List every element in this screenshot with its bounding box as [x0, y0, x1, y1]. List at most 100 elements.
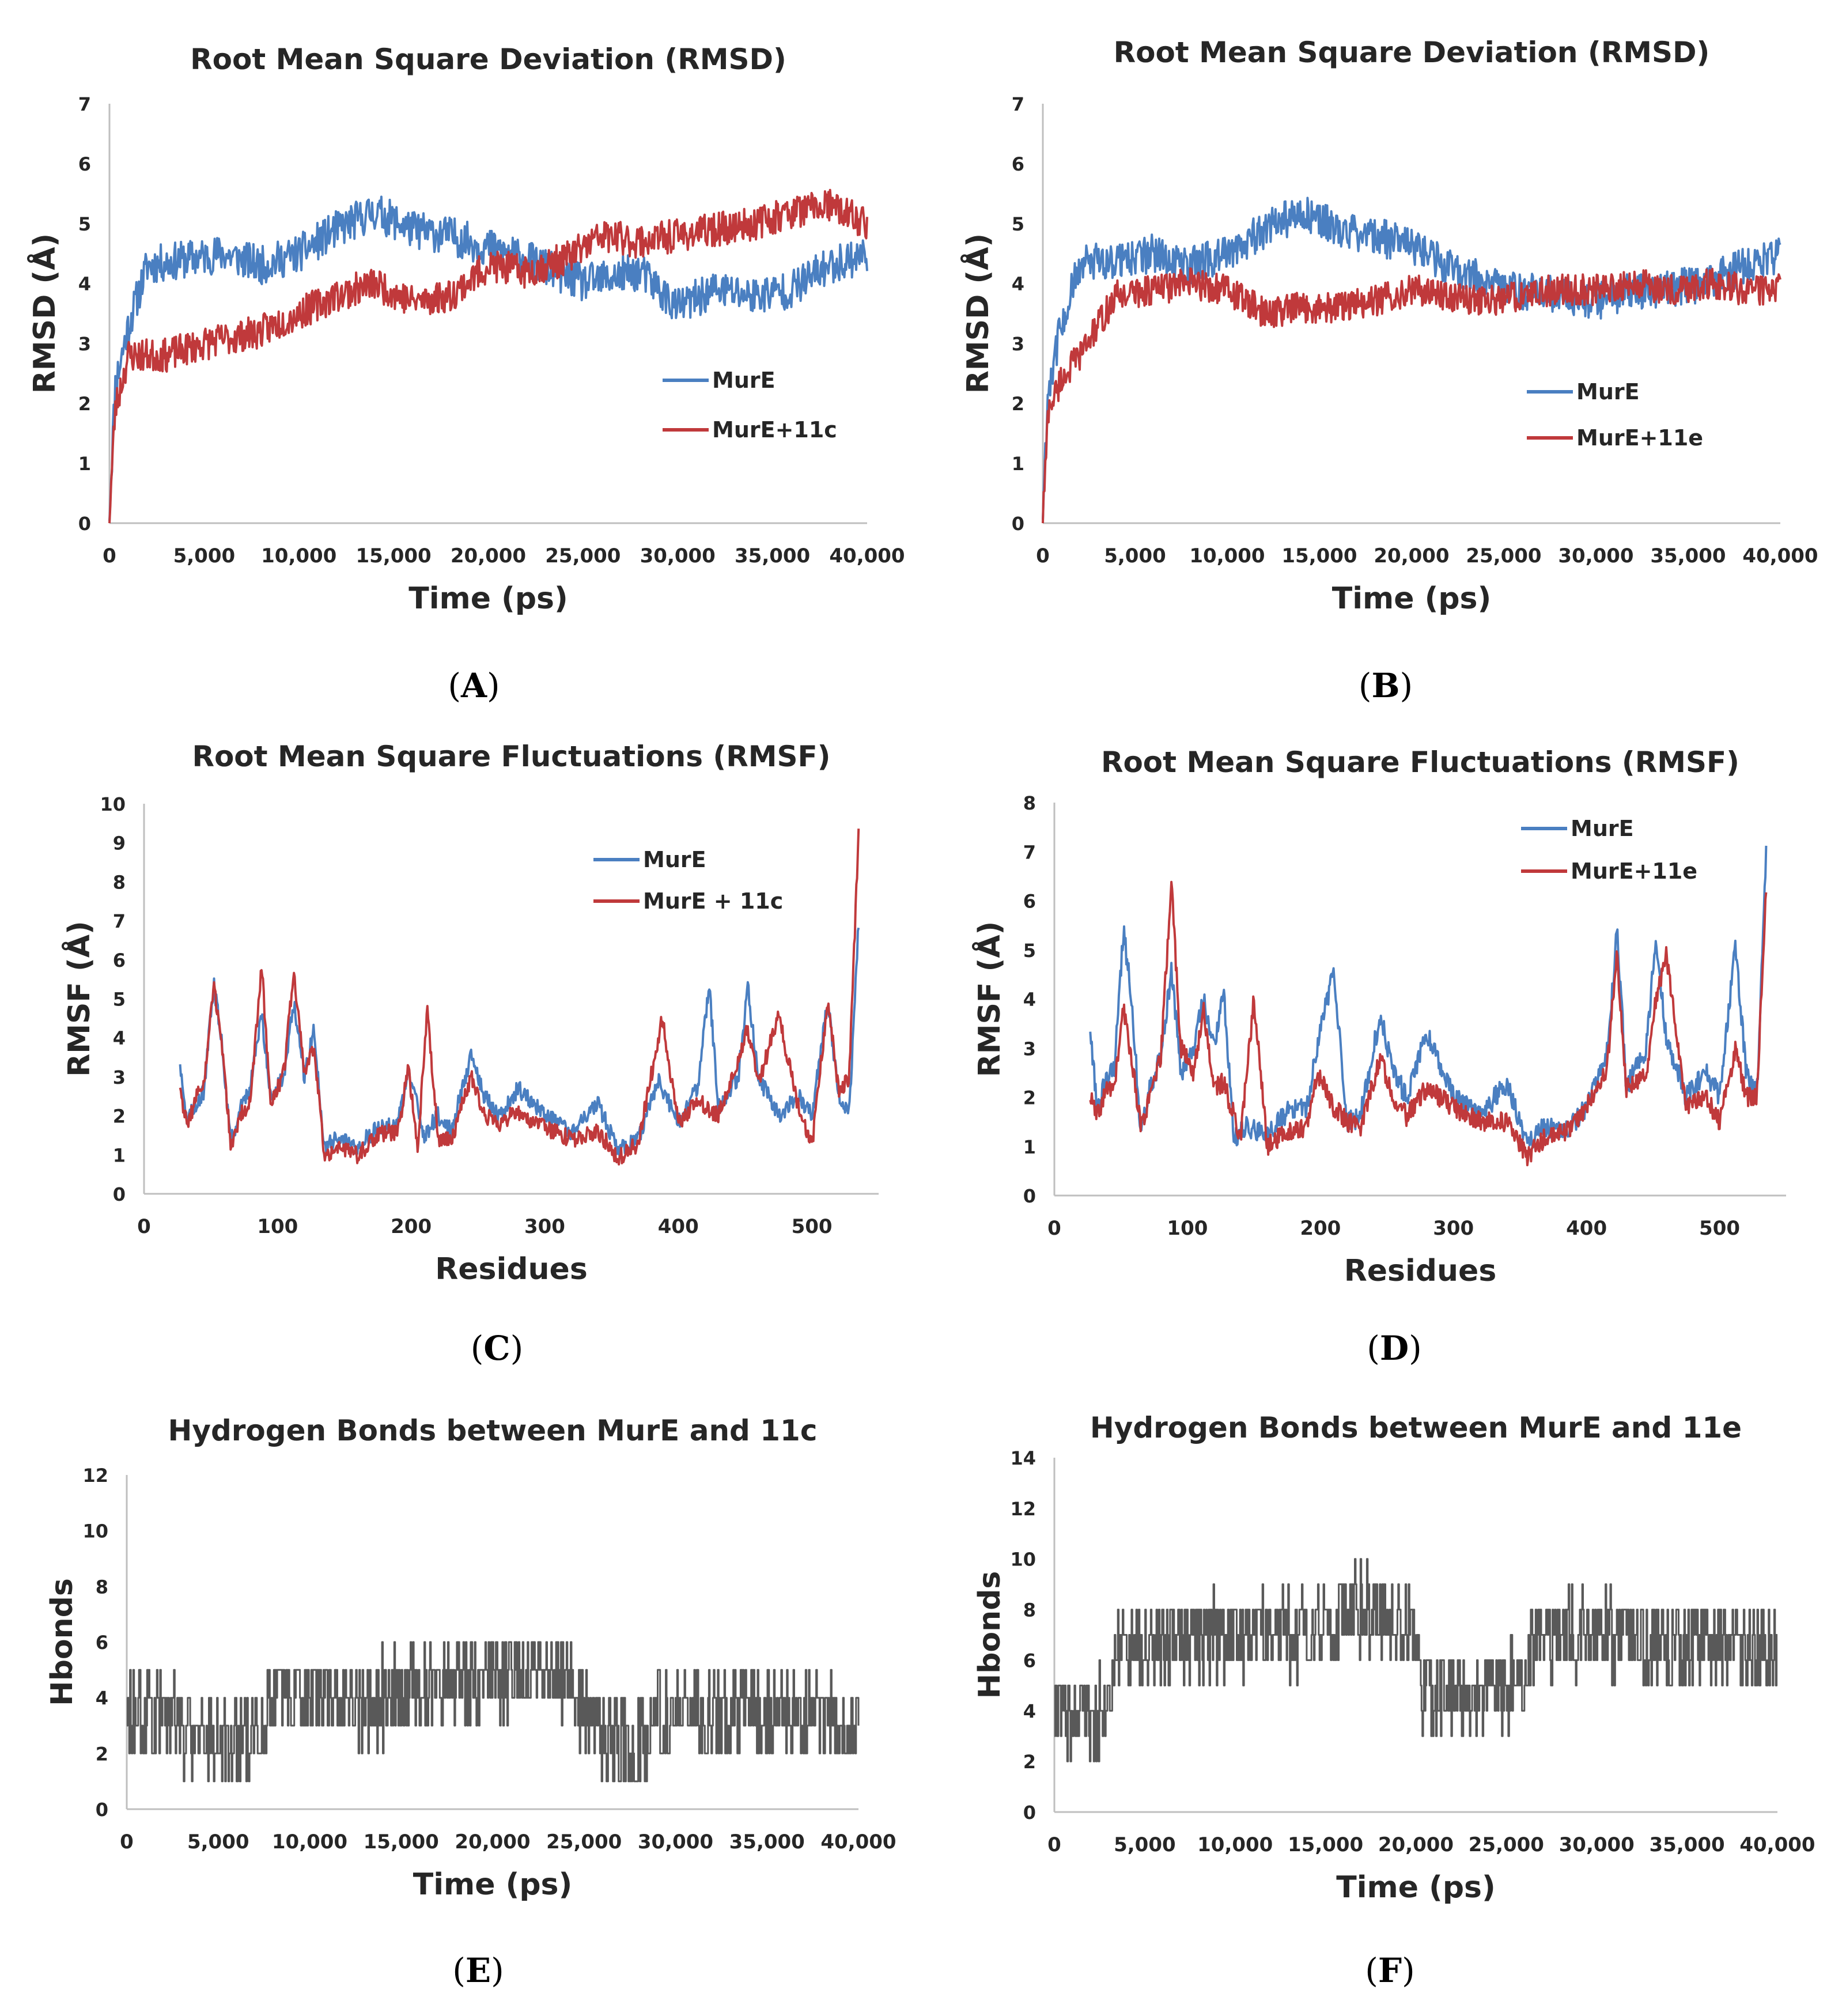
x-tick-label: 15,000 — [1288, 1833, 1363, 1856]
legend-label: MurE+11e — [1571, 858, 1697, 884]
x-tick-label: 5,000 — [187, 1830, 249, 1854]
y-tick-label: 6 — [1023, 891, 1036, 913]
x-tick-label: 40,000 — [820, 1830, 896, 1854]
x-tick-label: 35,000 — [735, 544, 810, 568]
y-tick-label: 3 — [1012, 333, 1024, 355]
chart-a: Root Mean Square Deviation (RMSD) 0 1 2 3 4 5 6… — [27, 43, 905, 705]
x-tick-label: 0 — [1047, 1217, 1061, 1240]
y-tick-label: 1 — [1012, 453, 1024, 475]
x-tick-label: 35,000 — [1650, 1833, 1725, 1856]
panel-caption: (E) — [452, 1951, 504, 1990]
panel-caption: (F) — [1365, 1951, 1414, 1990]
x-tick-label: 40,000 — [1742, 544, 1818, 568]
x-axis-label: Residues — [435, 1252, 588, 1287]
y-tick-label: 0 — [113, 1183, 126, 1205]
x-tick-label: 15,000 — [356, 544, 432, 568]
y-tick-label: 12 — [1010, 1498, 1036, 1520]
y-tick-label: 5 — [1012, 213, 1024, 235]
x-tick-label: 500 — [792, 1215, 833, 1238]
y-tick-label: 6 — [113, 950, 126, 971]
y-tick-label: 5 — [78, 213, 91, 235]
x-tick-label: 15,000 — [1281, 544, 1357, 568]
series-line-hbonds — [126, 1641, 860, 1783]
chart-c: Root Mean Square Fluctuations (RMSF) 0 1 2 3… — [62, 740, 879, 1368]
x-tick-label: 20,000 — [451, 544, 526, 568]
x-tick-label: 10,000 — [261, 544, 336, 568]
y-tick-label: 14 — [1010, 1447, 1036, 1469]
y-tick-label: 4 — [113, 1027, 126, 1049]
legend-label: MurE + 11c — [643, 888, 783, 914]
y-tick-label: 0 — [1012, 513, 1024, 535]
x-tick-label: 15,000 — [364, 1830, 439, 1854]
y-tick-label: 1 — [113, 1144, 126, 1166]
y-tick-label: 3 — [113, 1066, 126, 1088]
x-tick-label: 25,000 — [545, 544, 621, 568]
x-tick-label: 400 — [658, 1215, 699, 1238]
chart-title: Root Mean Square Deviation (RMSD) — [1114, 36, 1710, 69]
y-tick-label: 5 — [113, 989, 126, 1011]
x-tick-label: 300 — [524, 1215, 565, 1238]
x-tick-label: 40,000 — [1739, 1833, 1815, 1856]
y-tick-label: 5 — [1023, 940, 1036, 962]
panel-caption: (B) — [1359, 666, 1413, 705]
x-tick-label: 0 — [1036, 544, 1050, 568]
chart-title: Root Mean Square Fluctuations (RMSF) — [192, 740, 830, 773]
y-tick-label: 8 — [113, 871, 126, 893]
x-tick-label: 10,000 — [1189, 544, 1265, 568]
x-tick-label: 500 — [1699, 1217, 1740, 1240]
x-tick-label: 25,000 — [546, 1830, 622, 1854]
x-tick-label: 200 — [1300, 1217, 1341, 1240]
y-tick-label: 8 — [96, 1576, 108, 1598]
legend-label: MurE — [712, 368, 776, 393]
y-tick-label: 0 — [78, 513, 91, 535]
chart-f: Hydrogen Bonds between MurE and 11e 0 2 4 6 8… — [973, 1411, 1815, 1990]
y-tick-label: 0 — [96, 1799, 108, 1821]
y-axis-label: Hbonds — [973, 1571, 1007, 1699]
x-axis-label: Residues — [1344, 1254, 1497, 1288]
y-axis-label: RMSF (Å) — [972, 921, 1007, 1077]
y-axis-label: RMSF (Å) — [62, 921, 97, 1077]
legend-label: MurE+11e — [1576, 425, 1703, 451]
y-axis-label: RMSD (Å) — [27, 233, 62, 394]
y-tick-label: 3 — [78, 333, 91, 355]
x-tick-label: 35,000 — [729, 1830, 805, 1854]
y-tick-label: 2 — [1023, 1751, 1036, 1773]
y-tick-label: 2 — [78, 393, 91, 415]
x-tick-label: 20,000 — [1378, 1833, 1454, 1856]
y-tick-label: 2 — [96, 1743, 108, 1765]
legend-label: MurE — [1576, 379, 1640, 404]
x-tick-label: 35,000 — [1650, 544, 1726, 568]
x-tick-label: 200 — [391, 1215, 432, 1238]
panel-caption: (D) — [1367, 1329, 1422, 1368]
x-tick-label: 0 — [103, 544, 116, 568]
series-line-mure — [1089, 845, 1768, 1149]
y-axis-label: Hbonds — [45, 1578, 80, 1706]
x-tick-label: 0 — [137, 1215, 151, 1238]
y-tick-label: 7 — [1012, 93, 1024, 115]
x-tick-label: 5,000 — [1114, 1833, 1176, 1856]
chart-b: Root Mean Square Deviation (RMSD) 0 1 2 3 4 5 6… — [960, 36, 1818, 705]
y-tick-label: 2 — [113, 1106, 126, 1128]
chart-d: Root Mean Square Fluctuations (RMSF) 0 1 2 3… — [972, 746, 1786, 1368]
y-tick-label: 6 — [1012, 153, 1024, 175]
series-line-mure — [1042, 196, 1781, 520]
x-axis-label: Time (ps) — [1332, 581, 1492, 616]
y-tick-label: 4 — [78, 273, 91, 295]
x-tick-label: 25,000 — [1466, 544, 1541, 568]
y-tick-label: 6 — [1023, 1650, 1036, 1671]
chart-e: Hydrogen Bonds between MurE and 11c 0 2 4 6 8… — [45, 1414, 896, 1990]
y-tick-label: 0 — [1023, 1802, 1036, 1824]
y-tick-label: 1 — [1023, 1136, 1036, 1158]
x-tick-label: 100 — [257, 1215, 298, 1238]
legend-label: MurE — [643, 847, 706, 872]
y-tick-label: 0 — [1023, 1185, 1036, 1207]
x-tick-label: 400 — [1566, 1217, 1607, 1240]
y-axis-label: RMSD (Å) — [960, 233, 996, 394]
x-tick-label: 300 — [1433, 1217, 1474, 1240]
y-tick-label: 10 — [1010, 1549, 1036, 1571]
y-tick-label: 1 — [78, 453, 91, 475]
y-tick-label: 8 — [1023, 1599, 1036, 1621]
y-tick-label: 3 — [1023, 1038, 1036, 1060]
x-axis-label: Time (ps) — [1336, 1870, 1496, 1905]
x-tick-label: 25,000 — [1469, 1833, 1544, 1856]
